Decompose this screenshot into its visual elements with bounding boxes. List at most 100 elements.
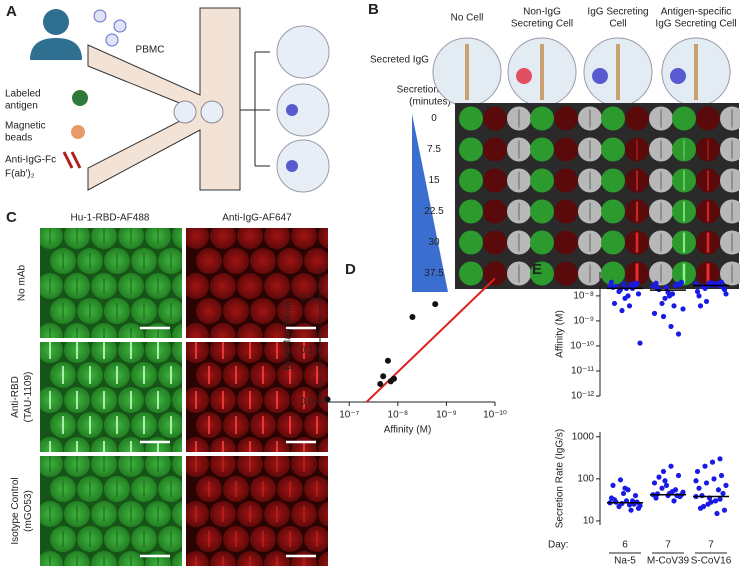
tile-gray <box>720 230 740 255</box>
droplet <box>186 273 209 299</box>
panel-letter: C <box>6 209 17 226</box>
column-header: Non-IgG <box>523 7 561 18</box>
day-label: 6 <box>622 540 628 551</box>
tile-green <box>530 137 554 162</box>
point <box>622 485 628 491</box>
tile-gray <box>720 261 740 286</box>
person-icon <box>30 38 82 60</box>
tile-green <box>530 199 554 224</box>
timelapse-bg <box>455 103 739 289</box>
droplet <box>186 551 209 566</box>
x-tick-label: Na-5 <box>614 556 636 567</box>
point <box>671 498 677 504</box>
tile-green <box>601 137 625 162</box>
droplet <box>318 342 328 363</box>
point <box>635 291 642 297</box>
droplet <box>172 342 182 363</box>
tile-green <box>530 261 554 286</box>
column-header: Antigen-specific <box>661 7 732 18</box>
y-axis-label: Secretion Rate (IgG/s) <box>555 429 566 528</box>
y-tick-label: 10⁻⁹ <box>573 316 594 327</box>
droplet <box>172 456 182 477</box>
time-label: 30 <box>428 237 440 248</box>
tile-green <box>459 137 483 162</box>
droplet <box>40 273 63 299</box>
droplet <box>172 551 182 566</box>
cell-icon <box>93 9 107 23</box>
point <box>693 478 699 484</box>
point <box>608 279 615 285</box>
droplet <box>158 298 182 324</box>
droplet <box>304 476 328 502</box>
droplet-icon <box>200 100 224 124</box>
day-label: 7 <box>708 540 714 551</box>
point <box>672 487 679 493</box>
point <box>700 503 707 510</box>
micrograph <box>40 228 182 338</box>
day-label: 7 <box>665 540 671 551</box>
point <box>654 491 661 497</box>
antibody-icon <box>62 151 82 169</box>
droplet <box>318 551 328 566</box>
y-tick-label: 10⁻¹⁰ <box>570 341 594 352</box>
point <box>620 490 627 497</box>
point <box>712 498 719 504</box>
droplet <box>40 387 63 413</box>
panel-letter: E <box>532 261 542 278</box>
droplet <box>172 323 182 338</box>
x-tick-label: 10⁻⁷ <box>339 410 359 421</box>
label: Anti-IgG-Fc <box>5 155 56 166</box>
point <box>637 340 643 346</box>
row-label: No mAb <box>17 265 28 302</box>
droplet <box>172 501 182 527</box>
tile-red <box>554 168 578 193</box>
point <box>680 306 686 312</box>
tile-green <box>530 106 554 131</box>
tile-green <box>601 106 625 131</box>
x-axis-label: Affinity (M) <box>384 425 432 436</box>
label: Magnetic <box>5 121 46 132</box>
cell-icon <box>105 33 119 47</box>
point <box>721 507 728 513</box>
tile-gray <box>720 199 740 224</box>
x-tick-label: M-CoV39 <box>647 556 690 567</box>
droplet <box>196 298 222 324</box>
droplet <box>331 298 357 324</box>
y-tick-label: 0.0 <box>300 397 314 408</box>
y-tick-label: 1000 <box>572 431 595 442</box>
point <box>324 396 331 403</box>
point <box>617 477 624 483</box>
tile-gray <box>720 168 740 193</box>
panel-d: D 0.0 0.1 0.2 10⁻⁷ 10⁻⁸ 10⁻⁹ 10⁻¹⁰ Affinity (M)… <box>283 261 507 436</box>
point <box>702 463 708 469</box>
panel-b: B Secreted IgG Secretion Time (minutes) … <box>368 1 740 292</box>
droplet <box>172 387 182 413</box>
point <box>669 291 676 297</box>
point <box>653 495 659 501</box>
point <box>699 283 705 289</box>
point <box>611 300 618 307</box>
droplet <box>331 526 357 552</box>
droplet <box>304 248 328 274</box>
tile-green <box>601 261 625 286</box>
x-tick-label: 10⁻¹⁰ <box>483 410 507 421</box>
x-tick-label: 10⁻⁸ <box>388 410 409 421</box>
label: Secreted IgG <box>370 55 429 66</box>
point <box>409 313 416 320</box>
point <box>675 331 682 337</box>
tile-red <box>554 261 578 286</box>
droplet <box>276 139 330 193</box>
droplet <box>40 323 63 338</box>
point <box>718 472 725 479</box>
point <box>653 280 659 286</box>
point <box>662 295 668 301</box>
droplet <box>158 476 182 502</box>
point <box>626 502 633 508</box>
point <box>619 307 625 314</box>
person-icon <box>43 9 69 35</box>
point <box>717 496 723 502</box>
y-tick-label: 0.1 <box>300 345 314 356</box>
column-header: Cell <box>609 19 626 30</box>
tile-green <box>672 106 696 131</box>
droplet <box>210 228 236 249</box>
